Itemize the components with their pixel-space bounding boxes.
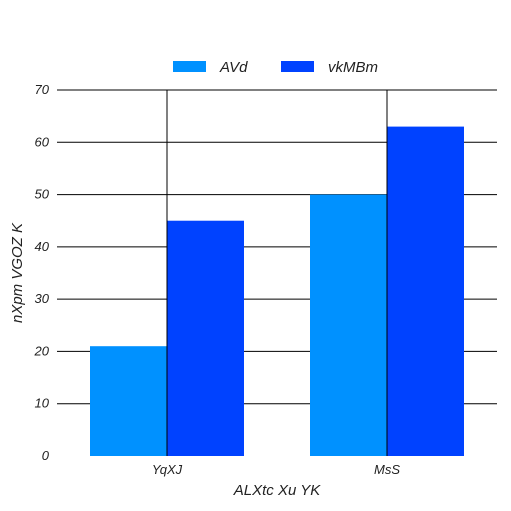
y-tick-label: 40	[35, 239, 50, 254]
y-tick-label: 10	[35, 396, 50, 411]
x-tick-label: YqXJ	[152, 462, 183, 477]
category-gridlines	[166, 90, 388, 456]
bar-vkMBm-MsS	[387, 126, 464, 456]
y-tick-label: 0	[42, 448, 50, 463]
legend-swatch	[281, 61, 314, 72]
y-tick-label: 30	[35, 291, 50, 306]
legend-swatch	[173, 61, 206, 72]
x-axis-title: ALXtc Xu YK	[233, 482, 321, 499]
bar-AVd-YqXJ	[90, 346, 167, 456]
legend-label: AVd	[219, 59, 248, 76]
y-axis-title: nXpm VGOZ K	[9, 222, 26, 323]
bars	[90, 126, 464, 457]
legend-label: vkMBm	[328, 59, 378, 76]
y-axis-ticks: 0 10 20 30 40 50 60 70	[34, 82, 50, 463]
y-tick-label: 60	[35, 134, 50, 149]
legend: AVd vkMBm	[173, 59, 378, 76]
x-axis-ticks: YqXJ MsS	[152, 462, 401, 477]
y-tick-label: 50	[35, 187, 50, 202]
bar-vkMBm-YqXJ	[167, 220, 244, 456]
y-tick-label: 70	[35, 82, 50, 97]
x-tick-label: MsS	[374, 462, 400, 477]
y-tick-label: 20	[34, 343, 50, 358]
bar-AVd-MsS	[310, 194, 387, 457]
